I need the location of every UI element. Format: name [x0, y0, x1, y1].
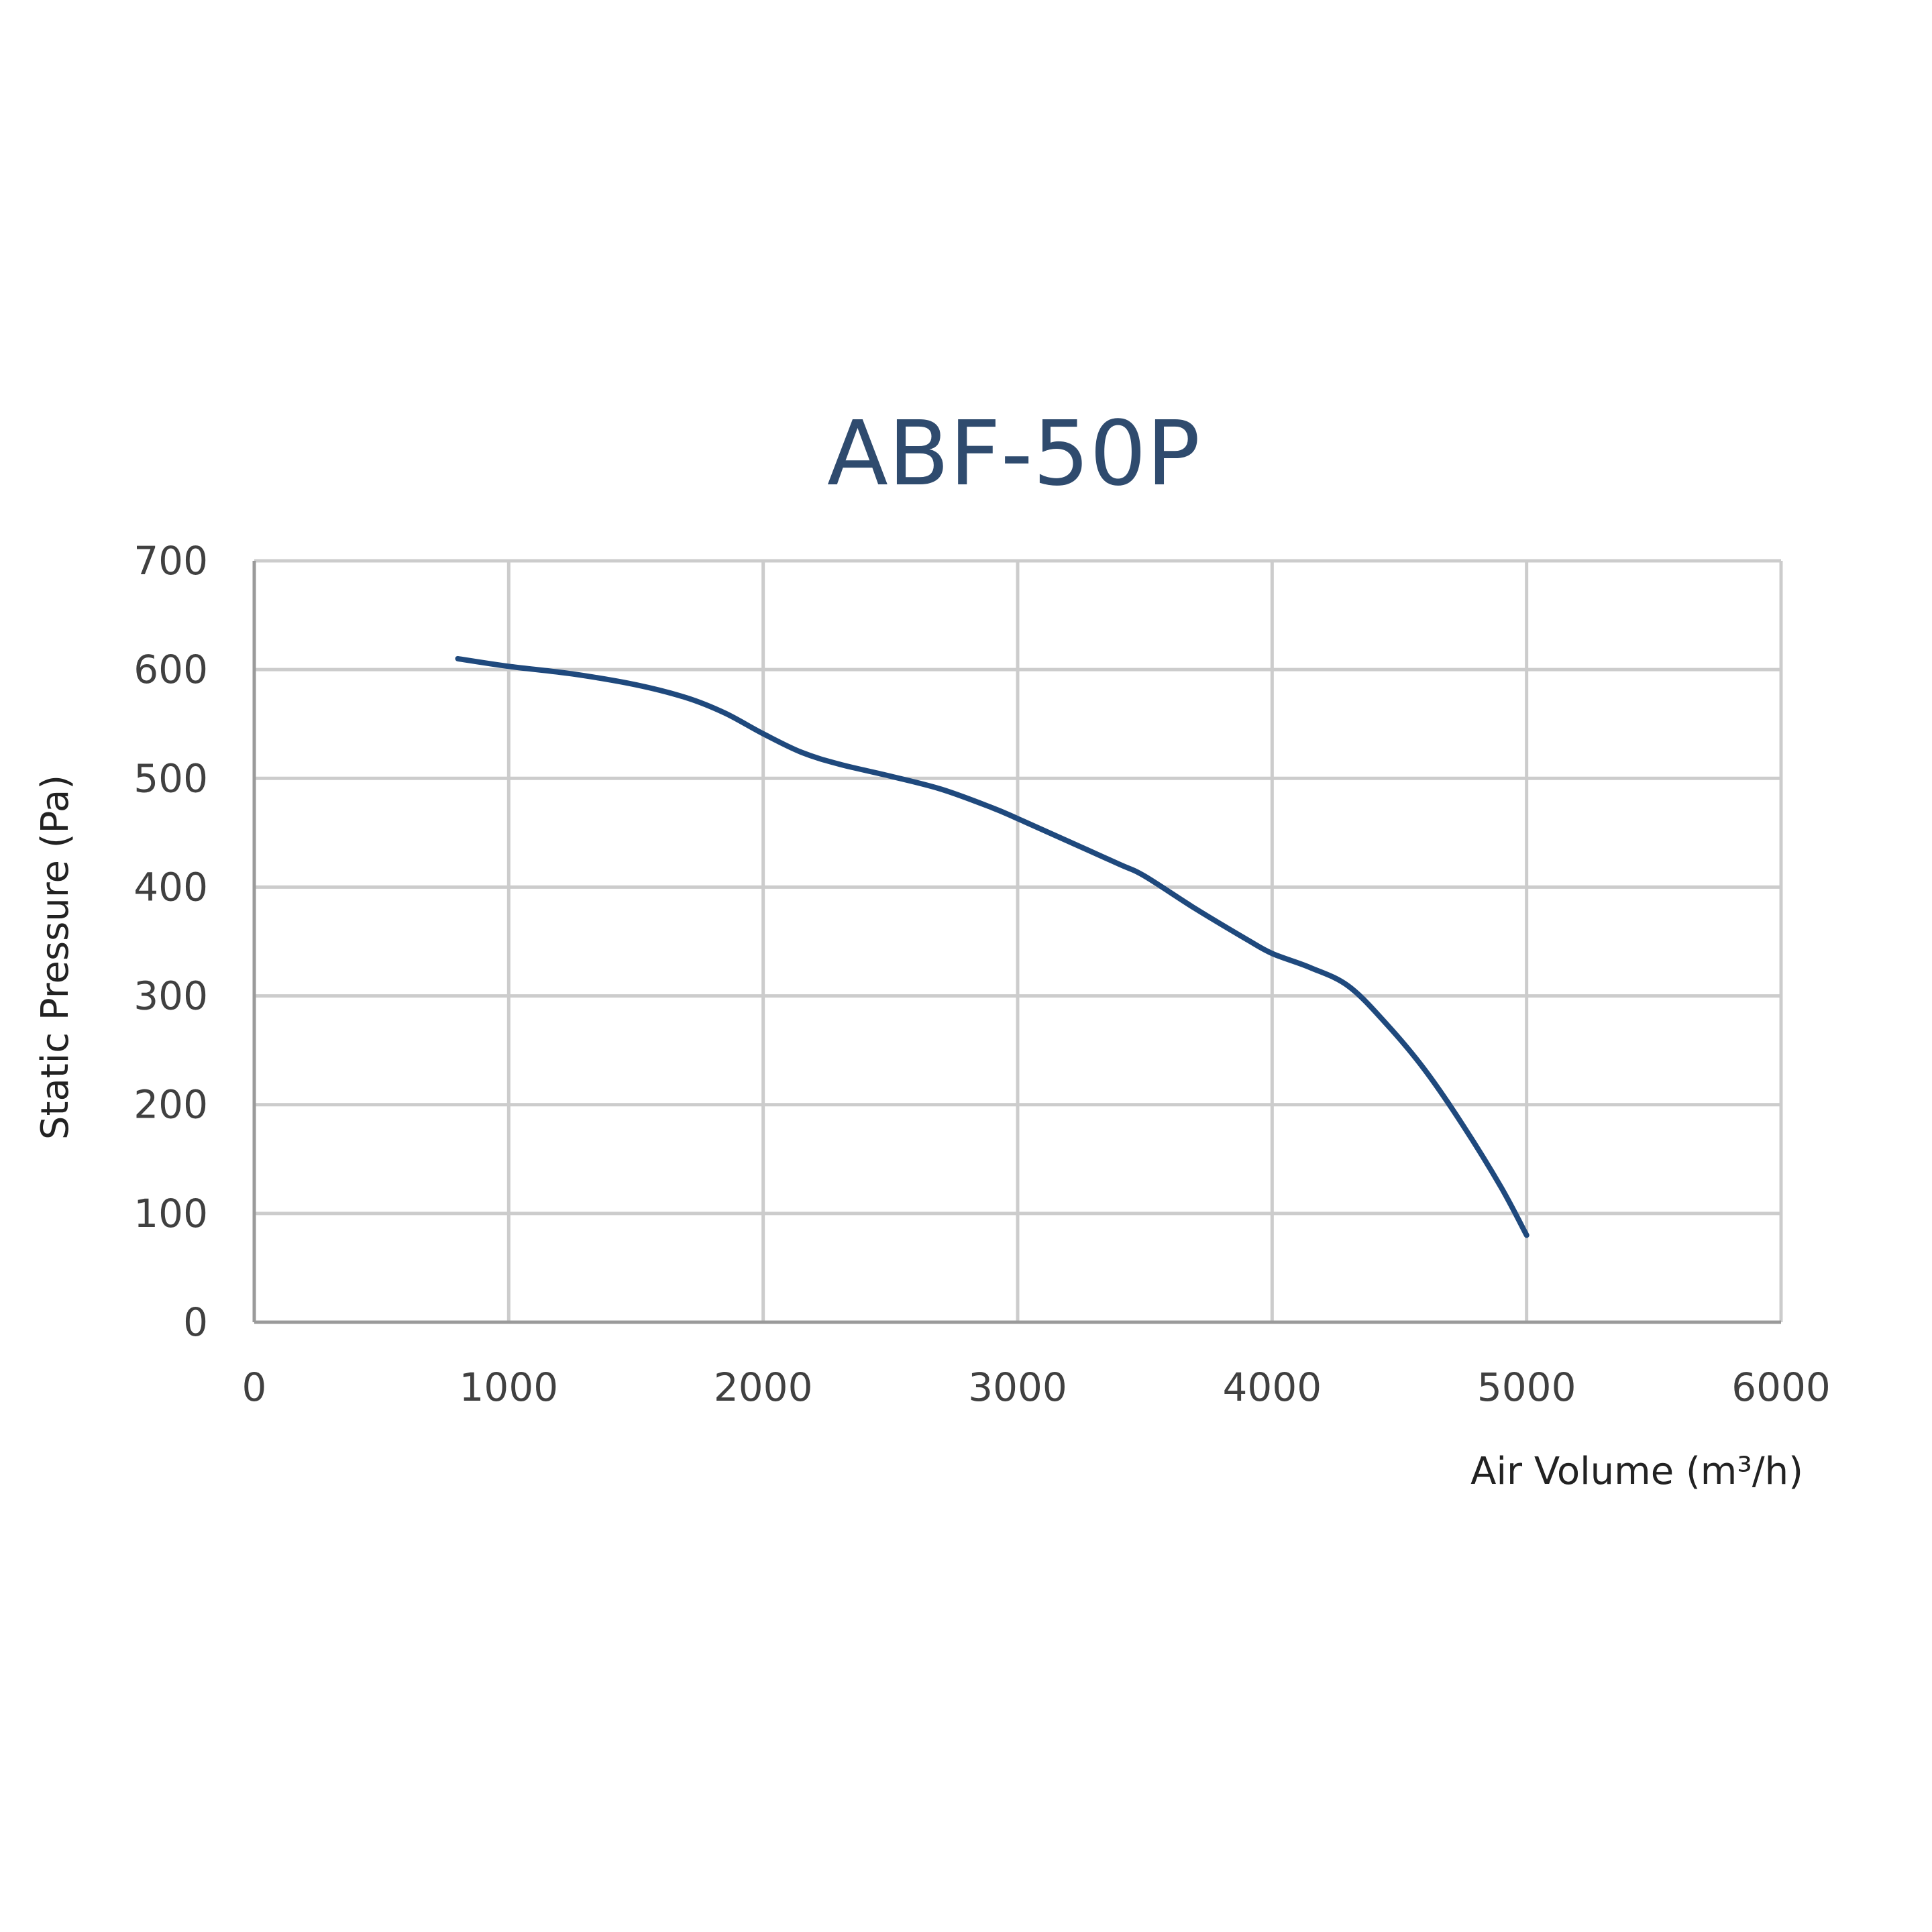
x-tick-label-2: 2000 — [714, 1364, 813, 1410]
y-tick-label-4: 400 — [133, 864, 208, 910]
x-tick-label-0: 0 — [242, 1364, 267, 1410]
y-tick-label-5: 500 — [133, 755, 208, 801]
x-tick-label-6: 6000 — [1731, 1364, 1831, 1410]
x-tick-label-5: 5000 — [1477, 1364, 1576, 1410]
x-tick-label-3: 3000 — [968, 1364, 1067, 1410]
y-axis-label: Static Pressure (Pa) — [34, 775, 77, 1140]
x-tick-label-1: 1000 — [460, 1364, 559, 1410]
x-axis-label: Air Volume (m³/h) — [1470, 1450, 1803, 1493]
series-lines — [455, 655, 1529, 1238]
y-tick-label-1: 100 — [133, 1191, 208, 1236]
chart-title: ABF-50P — [827, 402, 1200, 506]
y-tick-label-3: 300 — [133, 973, 208, 1019]
x-tick-label-4: 4000 — [1223, 1364, 1322, 1410]
y-tick-label-2: 200 — [133, 1082, 208, 1128]
tick-labels: 0 100 200 300 400 500 600 700 0 1000 2000 3000 4000 5… — [133, 538, 1831, 1410]
grid-lines — [252, 559, 1783, 1324]
y-tick-label-6: 600 — [133, 647, 208, 692]
series-line-0 — [455, 655, 1529, 1238]
y-tick-label-0: 0 — [183, 1299, 208, 1345]
axes — [252, 561, 1781, 1324]
y-tick-label-7: 700 — [133, 538, 208, 584]
